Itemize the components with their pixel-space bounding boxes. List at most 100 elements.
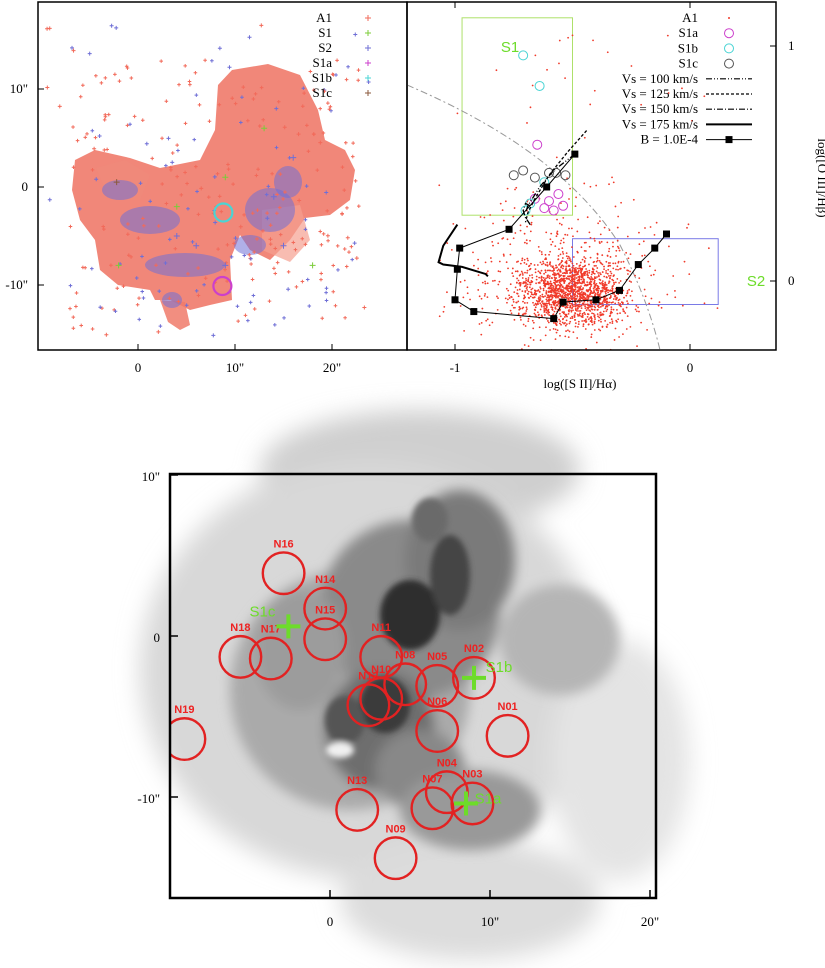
diagram-a1-point (497, 270, 500, 273)
diagram-a1-point (681, 304, 684, 307)
map-point (344, 264, 349, 269)
diagram-a1-point (532, 301, 534, 304)
map-point (273, 323, 277, 327)
diagram-a1-point (583, 284, 586, 287)
diagram-a1-point (579, 269, 582, 271)
diagram-a1-point (552, 313, 555, 316)
diagram-a1-point (565, 269, 568, 271)
map-point (103, 76, 108, 80)
diagram-a1-point (609, 276, 611, 279)
diagram-a1-point (450, 248, 453, 251)
diagram-a1-point (544, 282, 547, 285)
diagram-a1-point (555, 301, 558, 304)
diagram-a1-point (588, 231, 591, 234)
diagram-a1-point (603, 275, 606, 278)
diagram-a1-point (577, 293, 580, 295)
map-outlier-point (199, 186, 204, 191)
diagram-a1-point (502, 253, 505, 256)
diagram-a1-outlier (666, 34, 669, 37)
diagram-a1-point (618, 281, 621, 284)
diagram-a1-point (545, 311, 548, 314)
map-point (160, 136, 164, 141)
diagram-a1-point (540, 305, 543, 308)
diagram-a1-point (634, 274, 636, 277)
diagram-a1-point (596, 267, 599, 269)
diagram-a1-point (591, 270, 593, 273)
map-legend-marker (365, 15, 371, 21)
diagram-a1-point (610, 301, 613, 304)
diagram-a1-point (566, 234, 569, 236)
diagram-a1-point (592, 272, 595, 275)
map-point (246, 318, 250, 323)
diagram-a1-point (511, 304, 514, 307)
diagram-a1-point (547, 311, 550, 314)
diagram-a1-point (598, 287, 600, 290)
diagram-a1-point (585, 303, 587, 306)
map-point (268, 223, 273, 228)
diagram-a1-point (578, 275, 581, 278)
map-point (125, 123, 130, 128)
diagram-a1-point (546, 264, 549, 267)
map-s1a-circle (212, 275, 233, 297)
diagram-a1-point (599, 272, 601, 274)
diagram-a1-point (559, 315, 562, 318)
map-point (225, 243, 230, 247)
diagram-a1-point (579, 261, 582, 264)
diagram-a1-point (555, 293, 558, 296)
map-outlier-point (324, 190, 329, 195)
diagram-a1-point (666, 293, 669, 296)
diagram-a1-point (522, 300, 524, 303)
map-s1-point (115, 262, 122, 269)
diagram-a1-point (574, 299, 576, 302)
map-point (202, 282, 206, 287)
map-point (187, 79, 192, 84)
diagram-a1-point (606, 272, 609, 275)
diagram-a1-point (543, 314, 546, 316)
diagram-a1-point (561, 251, 564, 253)
diagram-a1-point (608, 280, 611, 283)
diagram-a1-point (622, 333, 624, 336)
diagram-a1-point (446, 242, 449, 245)
diagram-s1a-circle (548, 205, 559, 216)
diagram-a1-point (572, 280, 575, 283)
aperture-label-n17: N17 (261, 624, 281, 636)
diagram-a1-point (593, 237, 596, 240)
diagram-a1-point (581, 281, 584, 284)
map-point (93, 135, 98, 140)
diagram-a1-point (538, 282, 541, 284)
diagram-a1-point (593, 329, 596, 331)
diagram-a1-point (556, 269, 559, 272)
diagram-a1-point (571, 282, 573, 285)
diagram-a1-point (608, 250, 610, 253)
diagram-a1-point (574, 269, 576, 271)
diagram-a1-point (606, 323, 609, 326)
map-point (328, 104, 333, 109)
diagram-a1-point (582, 302, 585, 305)
diagram-a1-point (584, 313, 586, 316)
diagram-a1-point (617, 268, 619, 271)
diagram-x-tick-label: 0 (687, 360, 694, 375)
diagram-a1-point (519, 224, 522, 227)
diagram-b-field-marker (550, 315, 558, 323)
diagram-a1-point (541, 293, 544, 296)
diagram-a1-point (583, 182, 586, 185)
image-x-tick-label: 20" (641, 914, 659, 929)
diagram-a1-point (580, 285, 582, 288)
diagram-a1-point (530, 221, 533, 224)
diagram-axes: -1 0 1 0 log([S II]/Hα) log([O III]/Hβ) (450, 2, 825, 391)
diagram-a1-point (569, 275, 572, 278)
diagram-a1-point (570, 288, 573, 290)
diagram-y-tick-label: 1 (788, 38, 795, 53)
map-point (273, 271, 278, 276)
diagram-a1-point (477, 258, 480, 261)
diagram-a1-point (598, 275, 600, 278)
diagram-a1-point (549, 250, 552, 253)
diagram-a1-point (534, 289, 537, 292)
diagram-a1-point (592, 278, 595, 281)
diagram-a1-point (580, 288, 583, 291)
diagram-a1-point (588, 271, 591, 274)
map-point (254, 173, 259, 178)
map-s1c-point (113, 179, 120, 186)
diagram-a1-point (564, 324, 567, 327)
